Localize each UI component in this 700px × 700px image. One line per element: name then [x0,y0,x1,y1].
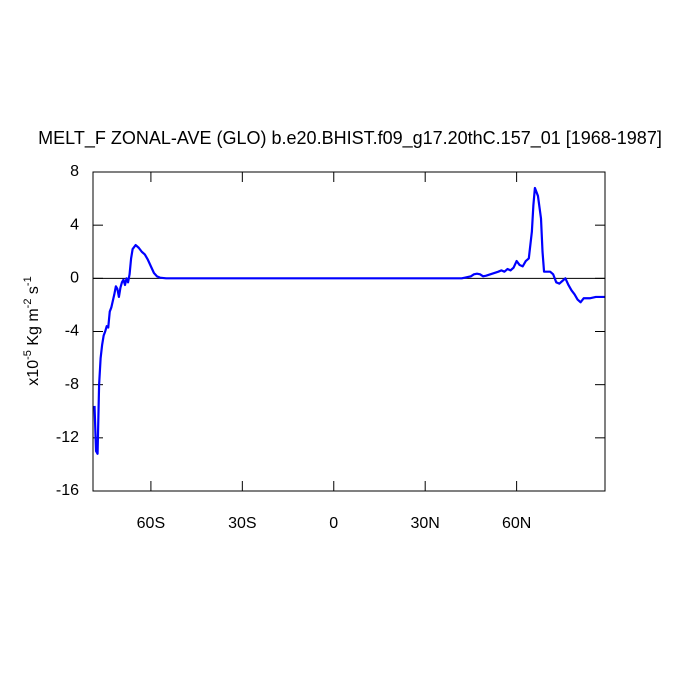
y-tick-label: -12 [56,429,79,446]
y-tick-label: -16 [56,482,79,499]
y-tick-label: -4 [65,323,79,340]
x-tick-label: 30S [228,515,256,532]
x-tick-label: 60N [502,515,531,532]
y-label-text: Kg m [25,308,42,350]
y-tick-label: 8 [70,163,79,180]
y-label-superscript: -2 [22,299,34,309]
y-label-superscript: -5 [22,350,34,360]
y-tick-label: -8 [65,376,79,393]
x-tick-label: 0 [329,515,338,532]
y-tick-label: 0 [70,270,79,287]
y-label-text: s [25,286,42,298]
x-tick-label: 30N [411,515,440,532]
plot-frame [92,171,606,492]
y-label-superscript: -1 [22,276,34,286]
y-label-text: x10 [25,360,42,386]
chart-title: MELT_F ZONAL-AVE (GLO) b.e20.BHIST.f09_g… [38,128,662,149]
data-line [93,186,605,455]
x-tick-label: 60S [137,515,165,532]
y-axis-label: x10-5 Kg m-2 s-1 [22,276,42,385]
y-tick-label: 4 [70,216,79,233]
